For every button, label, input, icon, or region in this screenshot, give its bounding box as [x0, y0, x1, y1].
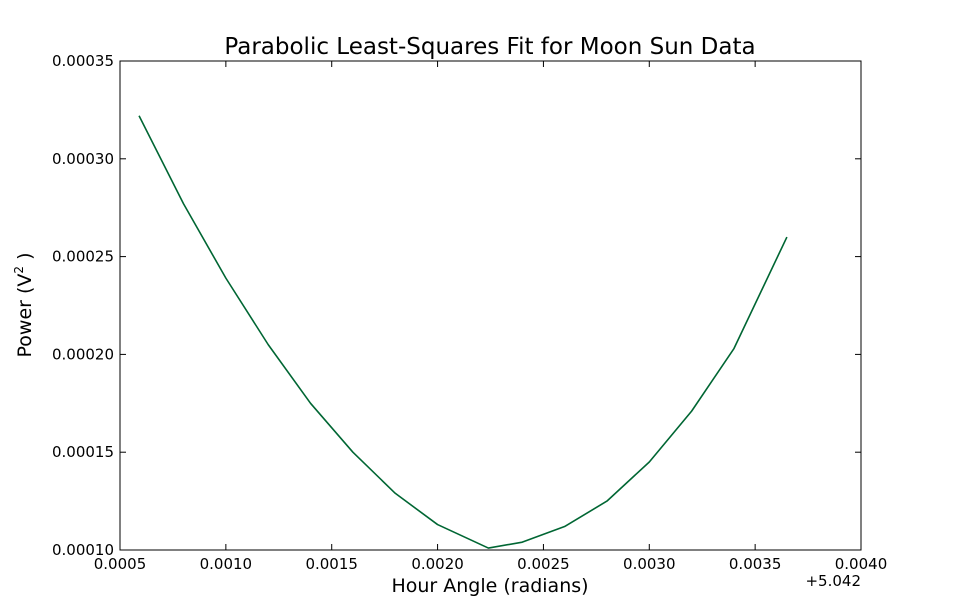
x-axis-ticks: 0.0005 0.0010 0.0015 0.0020 0.0025 0.0030 0.00…	[94, 61, 888, 573]
x-tick-label: 0.0020	[411, 555, 464, 573]
x-axis-label: Hour Angle (radians)	[391, 575, 588, 597]
y-tick-label: 0.00025	[52, 248, 114, 266]
series-line-0	[138, 115, 788, 549]
x-tick-label: 0.0010	[200, 555, 253, 573]
x-tick-label: 0.0030	[623, 555, 676, 573]
y-axis-label-main: Power (V	[14, 274, 36, 358]
y-tick-label: 0.00035	[52, 52, 114, 70]
y-axis-label: Power (V2 )	[12, 253, 36, 358]
x-tick-label: 0.0025	[517, 555, 570, 573]
y-tick-label: 0.00020	[52, 345, 114, 363]
x-tick-label: 0.0040	[835, 555, 888, 573]
y-tick-label: 0.00015	[52, 443, 114, 461]
x-tick-label: 0.0035	[729, 555, 782, 573]
y-axis-label-superscript: 2	[12, 266, 26, 274]
y-tick-label: 0.00010	[52, 541, 114, 559]
x-axis-offset-label: +5.042	[805, 572, 861, 590]
y-tick-label: 0.00030	[52, 150, 114, 168]
x-tick-label: 0.0005	[94, 555, 147, 573]
plot-frame	[119, 60, 862, 551]
y-axis-label-close: )	[14, 253, 36, 266]
x-tick-label: 0.0015	[305, 555, 358, 573]
plot-area	[138, 115, 788, 549]
chart-title: Parabolic Least-Squares Fit for Moon Sun…	[224, 34, 755, 60]
y-axis-ticks: 0.00010 0.00015 0.00020 0.00025 0.00030 0.000…	[52, 52, 861, 559]
